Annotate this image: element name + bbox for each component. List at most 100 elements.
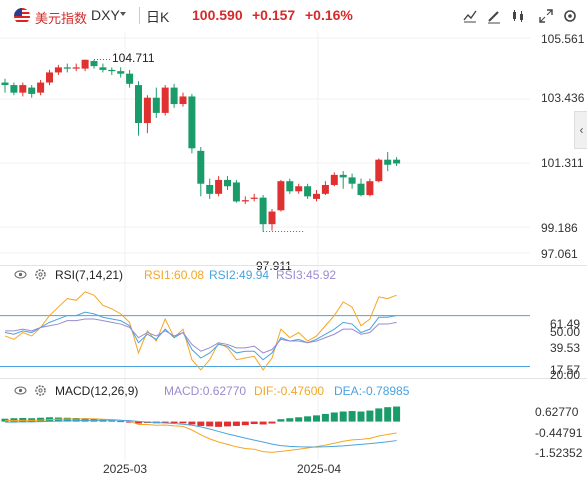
macd-bar xyxy=(348,411,356,422)
symbol-code[interactable]: DXY xyxy=(91,7,120,23)
candle-body xyxy=(366,181,374,196)
price-axis-label: 101.311 xyxy=(541,156,584,170)
gear-icon[interactable] xyxy=(34,384,47,397)
dif-line xyxy=(4,418,397,453)
candle-body xyxy=(206,184,214,194)
candle-body xyxy=(232,182,240,202)
settings-icon[interactable] xyxy=(561,7,579,25)
candle-body xyxy=(143,97,151,124)
collapse-panel-tab[interactable]: ‹ xyxy=(574,111,587,149)
macd-bar xyxy=(63,417,71,422)
macd-axis-label: 0.62770 xyxy=(535,405,579,419)
macd-axis-label: -0.44791 xyxy=(535,426,583,440)
rsi1-legend: RSI1:60.08 xyxy=(144,268,205,282)
rsi-axis-label: 17.57 xyxy=(550,363,581,377)
macd-bar xyxy=(197,421,205,426)
candle-body xyxy=(135,85,142,124)
candle-body xyxy=(348,177,356,184)
candle-body xyxy=(375,159,383,182)
toolbar-divider xyxy=(139,7,140,24)
candle-body xyxy=(188,96,196,149)
symbol-name[interactable]: 美元指数 xyxy=(35,11,88,26)
macd-bar xyxy=(206,421,214,427)
macd-bar xyxy=(384,407,392,422)
candle-body xyxy=(339,174,347,178)
macd-bar xyxy=(393,406,401,422)
candle-body xyxy=(10,85,18,93)
macd-bar xyxy=(375,408,383,422)
macd-bar xyxy=(232,421,240,426)
candle-body xyxy=(152,97,160,113)
period-selector[interactable]: 日K xyxy=(146,9,170,25)
macd-series xyxy=(1,406,401,453)
candle-body xyxy=(259,197,267,225)
chevron-down-icon[interactable] xyxy=(120,12,126,16)
rsi-series xyxy=(0,291,530,371)
candle-body xyxy=(161,87,169,113)
rsi-line-rsi2 xyxy=(4,311,397,361)
macd-bar xyxy=(19,418,27,422)
candle-body xyxy=(99,67,107,70)
candle-body xyxy=(108,69,116,72)
macd-bar xyxy=(1,418,9,422)
candle-body xyxy=(295,186,303,192)
candle-style-icon[interactable] xyxy=(509,7,527,25)
candle-body xyxy=(384,159,392,165)
rsi2-legend: RSI2:49.94 xyxy=(209,268,270,282)
pane-divider[interactable] xyxy=(0,265,587,266)
price-change: +0.157 xyxy=(252,7,296,23)
macd-bar xyxy=(259,421,267,425)
gear-icon[interactable] xyxy=(34,268,47,281)
macd-bar xyxy=(304,416,312,422)
macd-bar xyxy=(170,421,178,424)
candle-body xyxy=(170,87,178,105)
indicator-icon[interactable] xyxy=(461,7,479,25)
macd-bar xyxy=(286,418,294,422)
pane-divider[interactable] xyxy=(0,378,587,379)
candle-body xyxy=(126,73,134,84)
rsi-axis-label: 39.53 xyxy=(550,341,581,355)
chevron-left-icon[interactable]: ‹ xyxy=(579,123,584,137)
rsi-axis-label: 50.00 xyxy=(550,325,581,339)
macd-bar xyxy=(135,421,142,424)
macd-bar xyxy=(295,417,303,422)
draw-icon[interactable] xyxy=(485,7,503,25)
macd-bar xyxy=(215,421,223,427)
macd-bar xyxy=(250,421,258,424)
price-change-percent: +0.16% xyxy=(305,7,353,23)
candle-body xyxy=(1,82,9,86)
eye-icon[interactable] xyxy=(14,268,27,281)
fullscreen-icon[interactable] xyxy=(537,7,555,25)
candle-body xyxy=(330,174,338,185)
candle-series xyxy=(1,59,401,232)
rsi-title: RSI(7,14,21) xyxy=(55,268,124,282)
macd-bar xyxy=(357,411,365,422)
macd-bar xyxy=(321,413,329,422)
rsi-line-rsi3 xyxy=(5,318,397,354)
macd-bar xyxy=(277,419,285,422)
dea-line xyxy=(5,419,397,448)
macd-bar xyxy=(330,412,338,422)
candle-body xyxy=(250,197,258,199)
macd-legend: MACD:0.62770 xyxy=(164,384,247,398)
macd-bar xyxy=(117,421,125,423)
candle-body xyxy=(63,67,71,69)
rsi3-legend: RSI3:45.92 xyxy=(276,268,337,282)
rsi-axis-label: 61.49 xyxy=(550,317,581,331)
eye-icon[interactable] xyxy=(14,384,27,397)
candle-body xyxy=(268,211,276,225)
candle-body xyxy=(215,179,223,194)
candle-body xyxy=(117,71,125,74)
candle-body xyxy=(46,72,53,83)
last-price: 100.590 xyxy=(192,7,243,23)
candle-body xyxy=(179,96,187,105)
candle-body xyxy=(357,183,365,196)
dea-legend: DEA:-0.78985 xyxy=(334,384,410,398)
candle-body xyxy=(393,159,401,164)
rsi-axis-label: 20.00 xyxy=(550,368,581,382)
candle-body xyxy=(197,150,205,184)
candle-body xyxy=(72,67,80,69)
macd-bar xyxy=(339,411,347,422)
macd-bar xyxy=(179,421,187,424)
